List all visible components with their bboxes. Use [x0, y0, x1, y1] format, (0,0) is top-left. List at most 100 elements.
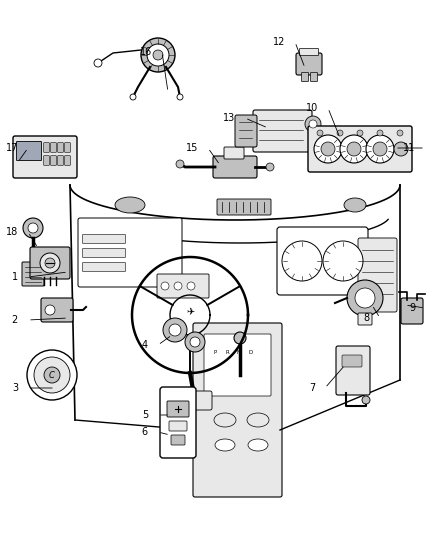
Circle shape [340, 135, 368, 163]
FancyBboxPatch shape [65, 143, 71, 152]
Circle shape [373, 142, 387, 156]
Text: 13: 13 [223, 113, 235, 123]
Text: R: R [225, 350, 229, 354]
FancyBboxPatch shape [296, 53, 322, 75]
FancyBboxPatch shape [336, 346, 370, 395]
Text: D: D [249, 350, 253, 354]
Circle shape [305, 116, 321, 132]
FancyBboxPatch shape [41, 298, 73, 322]
FancyBboxPatch shape [401, 298, 423, 324]
FancyBboxPatch shape [17, 141, 42, 160]
Circle shape [34, 357, 70, 393]
FancyBboxPatch shape [157, 274, 209, 298]
FancyBboxPatch shape [358, 313, 372, 325]
Circle shape [141, 38, 175, 72]
Circle shape [163, 318, 187, 342]
Circle shape [234, 332, 246, 344]
Ellipse shape [248, 439, 268, 451]
Circle shape [323, 241, 363, 281]
Text: 10: 10 [306, 103, 318, 113]
Circle shape [337, 130, 343, 136]
FancyBboxPatch shape [30, 247, 70, 279]
Circle shape [45, 305, 55, 315]
Circle shape [266, 163, 274, 171]
Circle shape [23, 218, 43, 238]
FancyBboxPatch shape [22, 262, 44, 286]
FancyBboxPatch shape [58, 143, 64, 152]
Text: 8: 8 [364, 313, 370, 323]
Circle shape [355, 288, 375, 308]
FancyBboxPatch shape [78, 218, 182, 287]
FancyBboxPatch shape [82, 262, 126, 271]
Text: 9: 9 [409, 303, 415, 313]
FancyBboxPatch shape [167, 401, 189, 417]
Text: ✈: ✈ [186, 307, 194, 317]
Circle shape [27, 350, 77, 400]
Text: C: C [49, 370, 55, 379]
Text: 1: 1 [12, 272, 18, 282]
FancyBboxPatch shape [65, 156, 71, 165]
Text: 11: 11 [403, 143, 415, 153]
FancyBboxPatch shape [308, 126, 412, 172]
Text: 5: 5 [142, 410, 148, 420]
Circle shape [176, 160, 184, 168]
Circle shape [321, 142, 335, 156]
FancyBboxPatch shape [82, 248, 126, 257]
Text: 16: 16 [140, 47, 152, 57]
Text: 17: 17 [6, 143, 18, 153]
Text: 4: 4 [142, 340, 148, 350]
Circle shape [94, 59, 102, 67]
Ellipse shape [215, 439, 235, 451]
FancyBboxPatch shape [213, 156, 257, 178]
FancyBboxPatch shape [224, 147, 244, 159]
Circle shape [357, 130, 363, 136]
Circle shape [347, 142, 361, 156]
Text: 2: 2 [12, 315, 18, 325]
FancyBboxPatch shape [44, 156, 49, 165]
Circle shape [177, 94, 183, 100]
Circle shape [161, 282, 169, 290]
Circle shape [153, 50, 163, 60]
Text: 3: 3 [12, 383, 18, 393]
Text: N: N [237, 350, 241, 354]
Circle shape [377, 130, 383, 136]
Circle shape [130, 94, 136, 100]
FancyBboxPatch shape [300, 49, 318, 55]
Text: 15: 15 [186, 143, 198, 153]
FancyBboxPatch shape [217, 199, 271, 215]
Circle shape [185, 332, 205, 352]
Ellipse shape [214, 413, 236, 427]
Ellipse shape [344, 198, 366, 212]
Circle shape [282, 241, 322, 281]
Text: P: P [213, 350, 217, 354]
Circle shape [314, 135, 342, 163]
FancyBboxPatch shape [173, 391, 212, 410]
FancyBboxPatch shape [44, 143, 49, 152]
Circle shape [44, 367, 60, 383]
FancyBboxPatch shape [342, 355, 362, 367]
FancyBboxPatch shape [13, 136, 77, 178]
FancyBboxPatch shape [82, 235, 126, 244]
Circle shape [362, 396, 370, 404]
FancyBboxPatch shape [58, 156, 64, 165]
Circle shape [174, 282, 182, 290]
FancyBboxPatch shape [51, 143, 57, 152]
Circle shape [169, 324, 181, 336]
Ellipse shape [247, 413, 269, 427]
FancyBboxPatch shape [235, 115, 257, 147]
Circle shape [309, 120, 317, 128]
FancyBboxPatch shape [277, 227, 368, 295]
FancyBboxPatch shape [358, 238, 397, 312]
FancyBboxPatch shape [253, 110, 312, 152]
Circle shape [366, 135, 394, 163]
FancyBboxPatch shape [169, 421, 187, 431]
FancyBboxPatch shape [51, 156, 57, 165]
Circle shape [347, 280, 383, 316]
Ellipse shape [115, 197, 145, 213]
Circle shape [190, 337, 200, 347]
FancyBboxPatch shape [160, 387, 196, 458]
Circle shape [28, 223, 38, 233]
FancyBboxPatch shape [204, 334, 271, 396]
Circle shape [45, 258, 55, 268]
Circle shape [394, 142, 408, 156]
